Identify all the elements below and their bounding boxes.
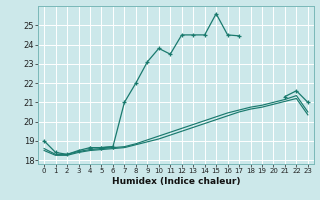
X-axis label: Humidex (Indice chaleur): Humidex (Indice chaleur): [112, 177, 240, 186]
